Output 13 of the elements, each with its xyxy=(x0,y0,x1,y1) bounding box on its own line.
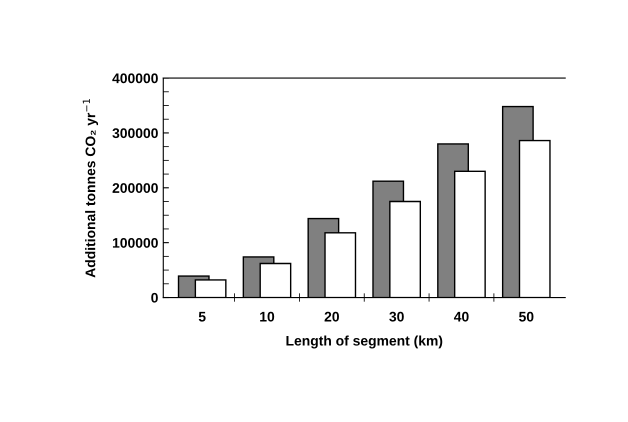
x-tick-label: 40 xyxy=(454,312,469,322)
y-tick-label: 200000 xyxy=(112,183,158,193)
x-axis-title: Length of segment (km) xyxy=(286,335,442,348)
x-tick-label: 20 xyxy=(324,312,339,322)
y-tick-label: 0 xyxy=(151,292,158,303)
x-tick-label: 50 xyxy=(519,312,534,322)
y-tick-label: 300000 xyxy=(112,128,158,138)
y-axis-title: Additional tonnes CO₂ yr$^{−1}$ xyxy=(82,99,98,278)
x-tick-label: 10 xyxy=(260,312,274,322)
y-tick-label: 100000 xyxy=(112,238,158,248)
y-tick-label: 400000 xyxy=(112,73,158,84)
x-tick-label: 30 xyxy=(389,312,404,322)
x-tick-label: 5 xyxy=(198,312,206,322)
